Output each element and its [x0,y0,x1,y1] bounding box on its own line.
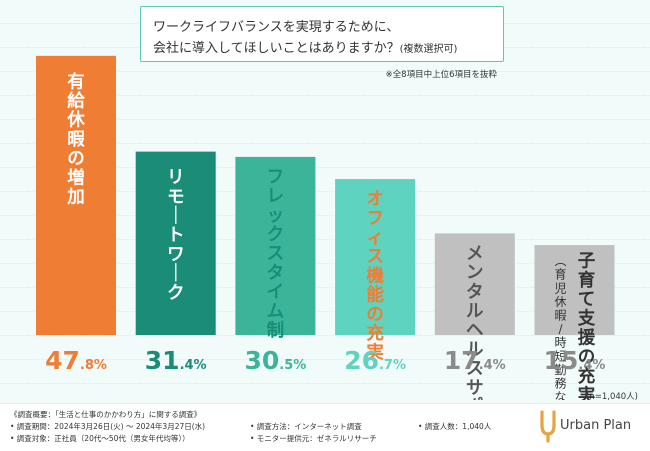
title-box: ワークライフバランスを実現するために、 会社に導入してほしいことはありますか？(… [140,6,504,62]
survey-period: • 調査期間：2024年3月26日(火) ～ 2024年3月27日(水) [10,422,206,431]
value-label-1: 47.8% [45,346,107,375]
category-label-1: 有給休暇の増加 [66,71,85,207]
bar-5 [434,233,515,335]
bar-4 [335,179,416,335]
title-line-2-main: 会社に導入してほしいことはありますか？ [153,41,400,56]
logo-text: Urban Plan [560,418,632,433]
monitor-provider: • モニター提供元：ゼネラルリサーチ [250,434,377,443]
category-label-4: オフィス機能の充実 [366,190,384,364]
logo-mark-icon [540,410,556,443]
survey-count: • 調査人数：1,040人 [418,422,492,431]
survey-method: • 調査方法：インターネット調査 [250,422,362,431]
bar-chart: 有給休暇の増加 47.8% リモ｜トワ｜ク 31.4% フレックスタイム制 30.5% オフ… [36,55,615,400]
bar-3 [235,156,316,335]
value-label-3: 30.5% [244,346,306,375]
bar-2 [135,151,216,335]
value-label-5: 17.4% [444,346,506,375]
category-label-3: フレックスタイム制 [267,167,285,341]
title-line-1: ワークライフバランスを実現するために、 [153,20,400,35]
category-label-2: リモ｜トワ｜ク [167,168,185,303]
category-label-5: メンタルヘルスサポ｜ト [466,244,484,400]
value-label-2: 31.4% [145,346,207,375]
title-line-2: 会社に導入してほしいことはありますか？(複数選択可) [153,37,457,56]
value-label-4: 26.7% [344,346,406,375]
survey-target: • 調査対象：正社員（20代～50代（男女年代均等）） [10,434,190,443]
selection-note: ※全8項目中上位6項目を抜粋 [385,70,497,80]
urban-plan-logo: Urban Plan [538,409,650,443]
category-note-6: ︵育児休暇∕時短勤務など︶ [554,254,566,400]
bar-6 [534,245,615,335]
sample-size: (n=1,040人) [586,392,638,402]
bar-1 [36,55,116,336]
survey-overview: 《調査概要：「生活と仕事のかかわり方」に関する調査》 [10,410,202,419]
title-line-2-sub: (複数選択可) [399,44,458,55]
value-label-6: 15.4% [544,346,606,375]
category-label-6: 子育て支援の充実 [577,252,596,400]
